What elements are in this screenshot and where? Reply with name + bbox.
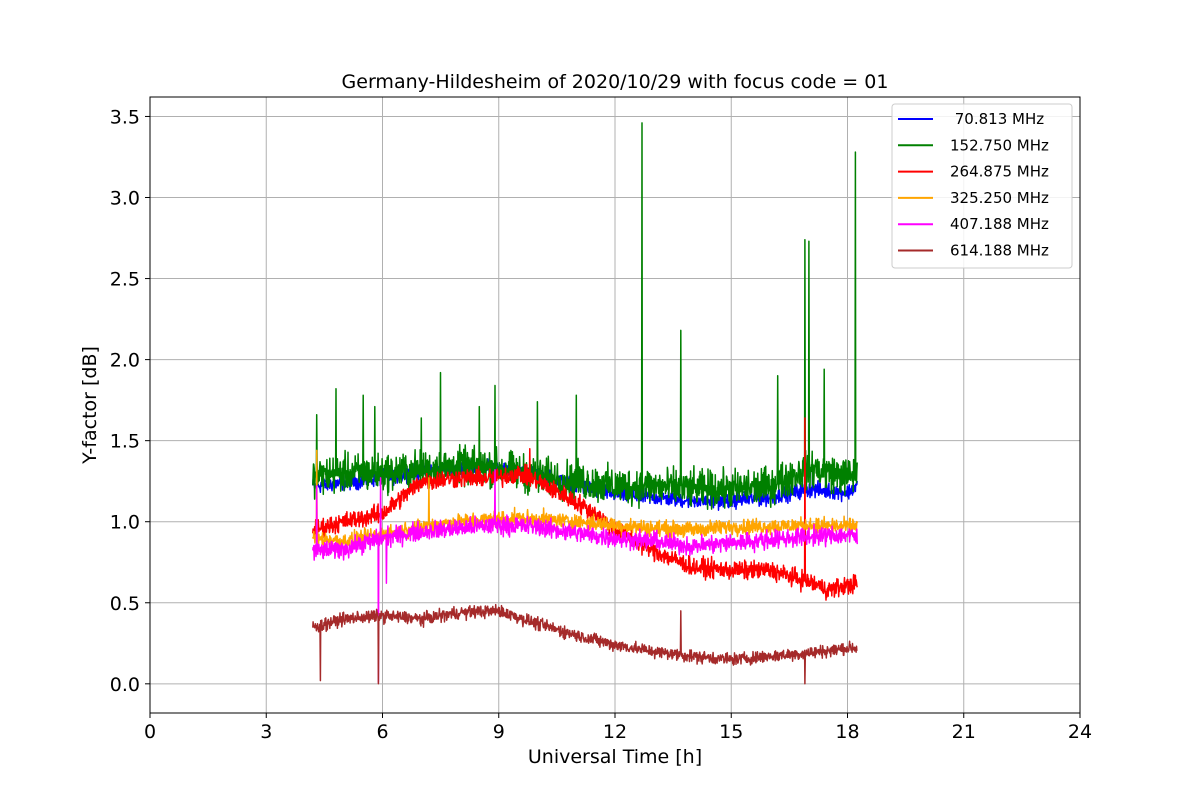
x-tick-label: 21	[952, 721, 976, 743]
grid	[149, 97, 1081, 713]
legend-label: 407.188 MHz	[950, 215, 1049, 233]
legend-label: 614.188 MHz	[950, 242, 1049, 260]
x-tick-label: 15	[719, 721, 743, 743]
series-line	[312, 469, 858, 683]
y-tick-label: 2.0	[110, 350, 140, 372]
x-tick-label: 0	[144, 721, 156, 743]
series-line	[312, 603, 858, 685]
y-tick-label: 3.5	[110, 106, 140, 128]
y-tick-label: 2.5	[110, 269, 140, 291]
series-line	[312, 122, 858, 511]
y-tick-label: 3.0	[110, 188, 140, 210]
legend-label: 70.813 MHz	[950, 110, 1044, 128]
series-line	[312, 417, 858, 601]
y-tick-label: 0.5	[110, 593, 140, 615]
x-tick-label: 24	[1068, 721, 1092, 743]
legend-label: 152.750 MHz	[950, 136, 1049, 154]
legend: 70.813 MHz 152.750 MHz 264.875 MHz 325.250 …	[891, 103, 1073, 269]
x-tick-label: 12	[603, 721, 627, 743]
series-line	[312, 458, 858, 511]
series-line	[312, 449, 858, 550]
y-tick-label: 1.0	[110, 512, 140, 534]
x-tick-label: 9	[493, 721, 505, 743]
y-axis-title: Y-factor [dB]	[79, 346, 101, 465]
x-axis: 0 3 6 9 12 15 18 21 24	[144, 713, 1092, 743]
x-tick-label: 18	[835, 721, 859, 743]
legend-label: 325.250 MHz	[950, 189, 1049, 207]
x-tick-label: 3	[260, 721, 272, 743]
legend-box	[891, 103, 1073, 269]
chart-title: Germany-Hildesheim of 2020/10/29 with fo…	[342, 71, 889, 93]
y-tick-label: 1.5	[110, 431, 140, 453]
legend-label: 264.875 MHz	[950, 163, 1049, 181]
series-group	[312, 122, 858, 685]
y-tick-label: 0.0	[110, 674, 140, 696]
x-axis-title: Universal Time [h]	[528, 746, 702, 768]
y-axis: 0.0 0.5 1.0 1.5 2.0 2.5 3.0 3.5	[110, 106, 150, 696]
x-tick-label: 6	[376, 721, 388, 743]
